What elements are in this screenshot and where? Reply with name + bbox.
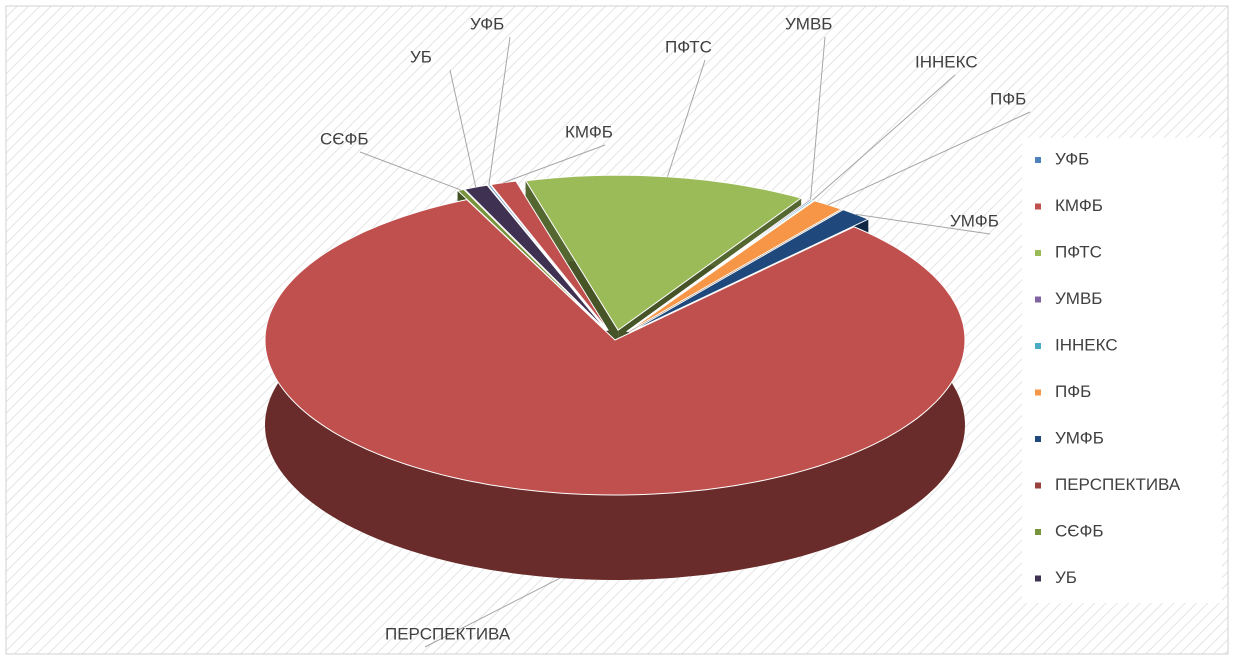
slice-label: СЄФБ [320,129,369,148]
legend-label: ІННЕКС [1055,335,1118,354]
legend-marker [1035,436,1041,442]
legend-marker [1035,343,1041,349]
slice [627,200,843,333]
legend-label: ПФТС [1055,242,1102,261]
slice-label: УМФБ [950,211,999,230]
legend: УФБ КМФБ ПФТС УМВБ ІННЕКС ПФБ УМФБ ПЕРСПЕКТИВА С… [1035,149,1181,587]
legend-marker [1035,296,1041,303]
slice [463,184,608,332]
slice-label: ПФТС [665,37,712,56]
pie-tops [264,174,966,496]
slice-side [265,199,965,580]
legend-marker [1035,389,1041,396]
slice-label: ПФБ [990,89,1026,108]
slice-label: УБ [410,47,432,66]
legend-label: УМВБ [1055,289,1102,308]
legend-label: УБ [1055,568,1077,587]
leader-line [488,36,511,185]
leader-line [666,59,706,177]
legend-marker [1035,157,1041,163]
slice [486,184,608,332]
legend-marker [1035,575,1041,582]
slice-label: ПЕРСПЕКТИВА [385,624,511,643]
pie-labels: УФБ КМФБ ПФТС УМВБ ІННЕКС ПФБ УМФБ ПЕРСПЕКТИВА С… [320,14,1031,648]
legend-label: ПФБ [1055,382,1091,401]
leader-line [503,144,606,184]
slice [626,199,815,333]
legend-marker [1035,529,1041,535]
leader-line [810,36,826,200]
slice-label: УМВБ [785,14,832,33]
legend-label: ПЕРСПЕКТИВА [1055,475,1181,494]
legend-marker [1035,203,1041,210]
legend-marker [1035,482,1041,489]
leader-line [424,577,561,648]
legend-label: СЄФБ [1055,521,1104,540]
leader-line [855,213,991,235]
legend-label: УФБ [1055,149,1089,168]
legend-label: КМФБ [1055,196,1103,215]
slice-label: КМФБ [565,122,613,141]
slice [628,209,870,333]
leader-line [812,74,956,201]
leader-line [359,151,461,191]
leader-line [449,69,477,188]
legend-marker [1035,250,1041,256]
leader-line [827,111,1031,206]
legend-label: УМФБ [1055,428,1104,447]
slice [264,199,966,496]
slice-label: ІННЕКС [915,52,978,71]
legend-box [1022,138,1222,603]
slice [456,188,607,332]
slice-label: УФБ [470,14,504,33]
